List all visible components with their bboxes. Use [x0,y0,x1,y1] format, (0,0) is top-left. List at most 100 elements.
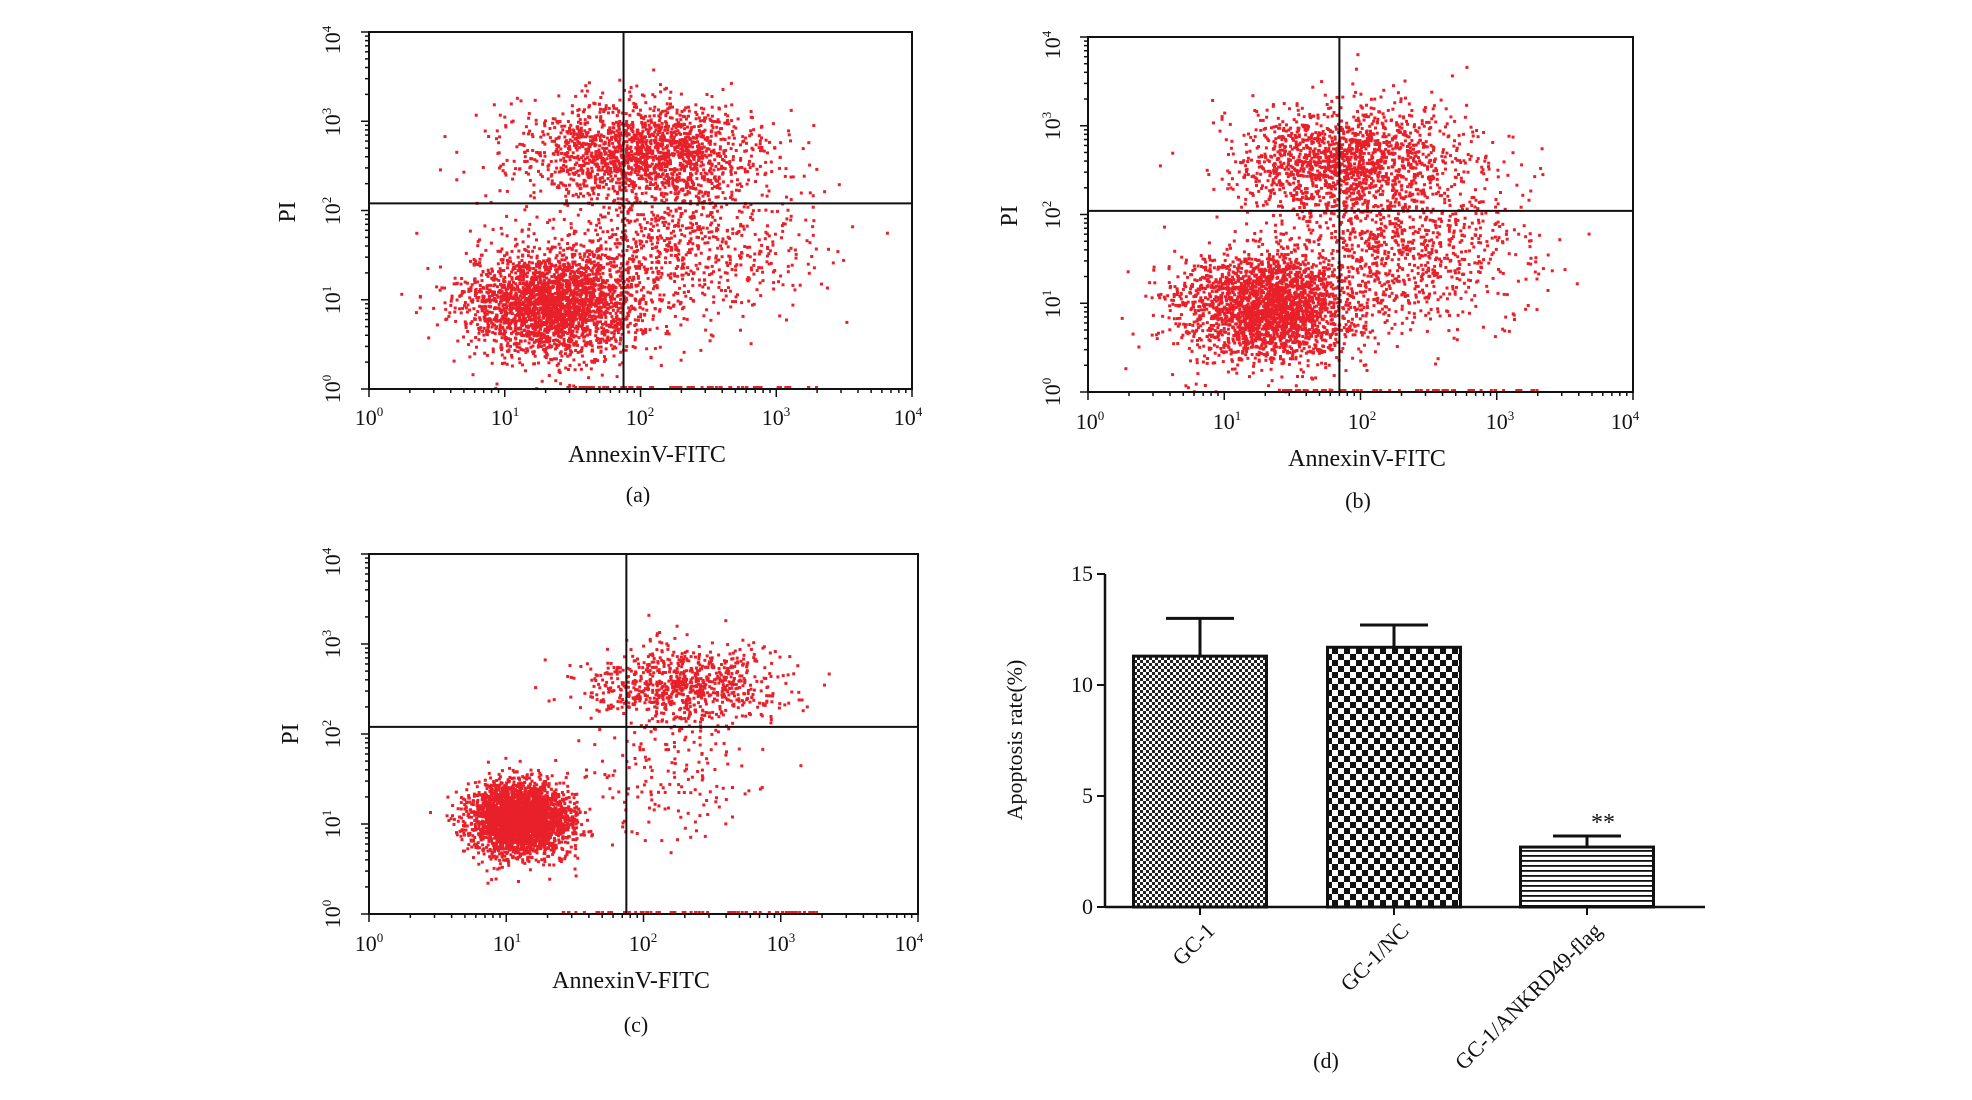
event-point-a-3560 [544,119,547,123]
event-point-a-841 [492,338,496,342]
event-point-a-2866 [654,177,658,181]
event-point-a-4766 [667,332,671,336]
event-point-a-4116 [568,147,572,151]
event-point-a-2478 [600,292,604,295]
event-point-a-2634 [703,171,707,175]
event-point-a-2323 [570,313,574,317]
event-point-a-4527 [642,265,646,269]
event-point-a-2357 [574,305,578,309]
event-point-a-3313 [750,132,753,136]
event-point-a-4203 [685,145,689,149]
event-point-a-4268 [639,116,643,120]
event-point-a-3247 [686,178,690,182]
event-point-a-3316 [674,188,678,192]
event-point-a-3988 [688,137,692,140]
event-point-a-2124 [557,343,560,347]
event-point-a-3138 [686,135,690,139]
event-point-a-4604 [755,288,759,292]
event-point-a-4200 [558,120,562,123]
event-point-a-3525 [706,113,710,117]
event-point-a-3897 [607,106,611,110]
event-point-a-1890 [602,285,605,289]
event-point-a-598 [466,303,470,307]
event-point-a-2350 [540,286,544,290]
event-point-a-900 [524,248,528,252]
event-point-a-3266 [745,141,748,145]
event-point-a-2671 [702,168,706,172]
event-point-a-3693 [603,149,606,153]
event-point-a-2018 [522,262,526,266]
event-point-a-779 [514,337,518,341]
event-point-a-4800 [673,168,677,172]
event-point-a-2981 [584,147,588,151]
event-point-a-736 [510,355,514,359]
event-point-a-4096 [628,90,632,94]
event-point-a-531 [565,256,568,260]
event-point-a-1126 [512,306,515,310]
event-point-a-309 [609,337,613,340]
event-point-a-4377 [673,314,677,318]
event-point-a-3484 [643,121,647,125]
event-point-a-2564 [584,312,588,316]
event-point-a-2737 [568,158,572,162]
event-point-a-2832 [656,148,660,152]
event-point-a-911 [588,332,592,336]
event-point-a-4789 [656,241,659,245]
event-point-a-2407 [592,260,596,264]
event-point-a-3866 [598,102,601,106]
event-point-a-4493 [757,238,761,242]
event-point-a-2412 [653,307,657,310]
event-point-a-2168 [460,290,464,294]
event-point-a-2474 [548,288,552,292]
event-point-a-2552 [594,273,598,277]
event-point-a-1710 [542,316,546,320]
event-point-a-4509 [719,244,723,248]
event-point-a-3278 [659,175,663,179]
event-point-a-2865 [654,128,658,132]
event-point-a-325 [520,259,524,262]
event-point-a-2527 [529,300,533,304]
event-point-a-4518 [590,299,594,303]
event-point-a-580 [603,298,607,302]
event-point-a-1836 [556,332,560,336]
event-point-a-4258 [607,130,611,133]
event-point-a-4749 [772,287,776,291]
event-point-a-1577 [569,319,573,323]
event-point-a-1461 [649,291,652,295]
event-point-a-4548 [827,247,830,251]
event-point-a-2177 [582,310,586,314]
event-point-a-1540 [533,317,537,321]
event-point-a-4441 [780,236,783,240]
event-point-a-2215 [565,311,569,315]
event-point-a-2191 [580,348,584,352]
event-point-a-3795 [601,123,605,127]
event-point-a-2399 [519,271,523,275]
event-point-a-4823 [548,248,552,252]
event-point-a-4294 [615,114,619,118]
event-point-a-2740 [529,194,533,198]
event-point-a-1064 [478,318,482,322]
event-point-a-1612 [547,361,551,365]
event-point-a-3583 [710,114,714,118]
event-point-a-1758 [620,271,624,275]
event-point-a-2239 [522,348,526,352]
event-point-a-571 [523,311,527,315]
event-point-a-3534 [596,172,600,176]
event-point-a-2000 [545,329,548,333]
event-point-a-2977 [657,123,661,127]
event-point-a-4762 [636,275,640,278]
event-point-a-3609 [748,166,752,170]
event-point-a-2559 [525,334,529,338]
event-point-a-3755 [599,107,602,111]
event-point-a-1633 [555,278,559,282]
event-point-a-4097 [579,126,583,130]
event-point-a-4797 [643,227,647,230]
event-point-a-2069 [532,232,536,236]
event-point-a-3033 [584,94,587,98]
event-point-a-33 [631,345,635,348]
event-point-a-400 [569,291,573,294]
event-point-a-4071 [635,197,639,200]
event-point-a-908 [667,301,671,305]
event-point-a-1662 [582,272,586,275]
event-point-a-4278 [648,114,652,118]
